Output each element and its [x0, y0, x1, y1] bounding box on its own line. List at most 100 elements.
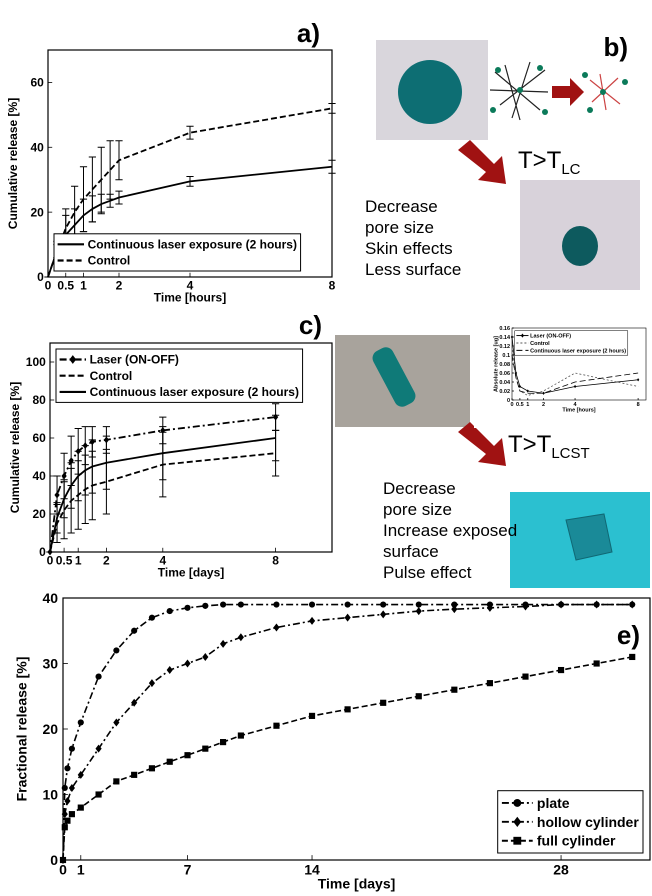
marker: [558, 601, 564, 609]
x-tick-label: 7: [184, 862, 192, 878]
x-axis-label: Time [hours]: [562, 407, 595, 413]
x-axis-label: Time [hours]: [154, 291, 226, 305]
legend-label: Control: [88, 254, 131, 268]
x-tick-label: 2: [542, 402, 545, 408]
marker: [513, 799, 521, 807]
marker: [380, 610, 386, 618]
y-tick-label: 0.02: [499, 389, 510, 395]
y-tick-label: 0: [37, 270, 44, 284]
x-axis-label: Time [days]: [158, 566, 224, 580]
x-tick-label: 0.5: [56, 554, 73, 568]
x-tick-label: 1: [77, 862, 85, 878]
arrow: [458, 140, 506, 184]
legend: Laser (ON-OFF) Control Continuous laser ex…: [56, 349, 303, 402]
marker: [113, 647, 119, 653]
y-axis-label: Cumulative release [%]: [8, 382, 22, 513]
legend-label: Continuous laser exposure (2 hours): [88, 238, 297, 252]
marker: [451, 687, 457, 693]
marker: [416, 601, 422, 607]
marker: [131, 772, 137, 778]
y-tick-label: 100: [26, 355, 46, 369]
marker: [513, 837, 521, 845]
x-tick-label: 1: [75, 554, 82, 568]
marker: [69, 811, 75, 817]
marker: [167, 608, 173, 614]
marker: [345, 614, 351, 622]
error-bar: [89, 157, 96, 222]
y-tick-label: 20: [32, 507, 46, 521]
marker: [273, 723, 279, 729]
marker: [220, 601, 226, 607]
marker: [149, 765, 155, 771]
condition: T>TLCST: [508, 431, 590, 462]
marker: [184, 659, 190, 667]
marker: [594, 601, 600, 609]
marker: [202, 746, 208, 752]
marker: [594, 660, 600, 666]
marker: [380, 601, 386, 607]
marker: [380, 700, 386, 706]
marker: [184, 752, 190, 758]
figure: b) T>TLC Decrease pore size Skin effects…: [0, 0, 652, 896]
marker: [184, 605, 190, 611]
marker: [78, 719, 84, 725]
legend-label: Continuous laser exposure (2 hours): [90, 385, 299, 399]
legend-label: hollow cylinder: [537, 814, 639, 830]
y-tick-label: 60: [30, 76, 44, 90]
x-tick-label: 1: [526, 402, 529, 408]
note: Less surface: [365, 260, 461, 279]
y-axis-label: Fractional release [%]: [14, 657, 30, 802]
marker: [345, 706, 351, 712]
marker: [78, 805, 84, 811]
marker: [522, 674, 528, 680]
y-tick-label: 60: [32, 431, 46, 445]
y-axis-label: Absolute release [ug]: [494, 336, 500, 392]
marker: [220, 739, 226, 745]
marker: [167, 666, 173, 674]
marker: [149, 615, 155, 621]
gel-disc: [398, 60, 462, 124]
y-tick-label: 20: [43, 721, 59, 737]
y-tick-label: 40: [30, 140, 44, 154]
note: Decrease: [383, 479, 456, 498]
x-tick-label: 8: [637, 402, 640, 408]
legend-label: Laser (ON-OFF): [90, 353, 179, 367]
y-tick-label: 0.04: [499, 380, 511, 386]
arrow: [552, 78, 584, 106]
marker: [416, 693, 422, 699]
condition-subscript: LCST: [551, 445, 589, 462]
note: pore size: [383, 500, 452, 519]
note: Skin effects: [365, 239, 453, 258]
marker: [167, 759, 173, 765]
marker: [202, 603, 208, 609]
marker: [273, 623, 279, 631]
x-tick-label: 1: [80, 279, 87, 293]
marker: [60, 857, 66, 863]
marker: [62, 824, 68, 830]
condition-text: T>T: [518, 147, 562, 174]
legend: Laser (ON-OFF)ControlContinuous laser ex…: [515, 331, 628, 355]
x-tick-label: 0: [510, 402, 513, 408]
panel-label: c): [299, 310, 322, 340]
legend-label: full cylinder: [537, 833, 616, 849]
marker: [62, 785, 68, 791]
marker: [345, 601, 351, 607]
y-tick-label: 30: [43, 655, 59, 671]
marker: [64, 818, 70, 824]
legend-label: Control: [90, 369, 133, 383]
marker: [95, 791, 101, 797]
y-tick-label: 0.16: [499, 326, 510, 332]
marker: [629, 601, 635, 609]
marker: [131, 628, 137, 634]
y-tick-label: 40: [43, 590, 59, 606]
marker: [202, 653, 208, 661]
y-tick-label: 0: [507, 398, 510, 404]
legend-label: plate: [537, 795, 570, 811]
marker: [558, 667, 564, 673]
y-tick-label: 20: [30, 205, 44, 219]
marker: [220, 640, 226, 648]
condition-text: T>T: [508, 431, 552, 458]
x-tick-label: 0.5: [516, 402, 524, 408]
